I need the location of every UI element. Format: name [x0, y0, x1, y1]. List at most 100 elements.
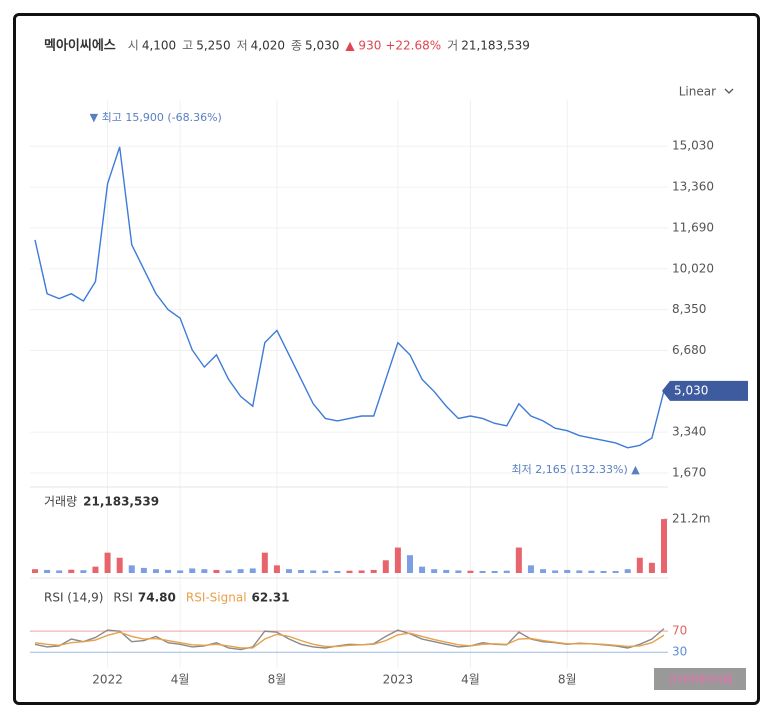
y-tick-label: 1,670 — [672, 466, 706, 480]
volume-bar — [636, 557, 643, 573]
volume-bar — [32, 569, 38, 573]
header-key: 시 — [128, 39, 139, 53]
volume-bar — [612, 570, 619, 573]
header-value: 21,183,539 — [461, 39, 530, 53]
volume-bar — [455, 570, 462, 573]
volume-bar — [261, 552, 268, 573]
header-key: 저 — [237, 39, 248, 53]
header-change-pct: +22.68% — [385, 39, 441, 53]
volume-bar — [225, 570, 232, 573]
last-price-tag — [662, 380, 748, 401]
legend-value: 74.80 — [138, 591, 176, 605]
volume-bar — [249, 568, 256, 573]
x-tick-label: 2022 — [92, 673, 123, 687]
min-annotation: 최저 2,165 (132.33%) ▲ — [511, 463, 640, 476]
y-tick-label: 3,340 — [672, 425, 706, 439]
volume-bar — [358, 570, 365, 573]
rsi-title: RSI (14,9) — [44, 591, 103, 605]
header-value: 4,020 — [251, 39, 285, 53]
header-key: 고 — [182, 39, 193, 53]
y-tick-label: 15,030 — [672, 139, 714, 153]
volume-bar — [467, 570, 474, 573]
volume-bar — [382, 560, 389, 573]
volume-bar — [564, 569, 571, 573]
volume-bar — [189, 568, 196, 573]
watermark-box — [654, 668, 746, 690]
volume-bar — [44, 569, 51, 573]
volume-bar — [624, 569, 631, 573]
y-tick-label: 70 — [672, 624, 687, 638]
volume-bar — [116, 557, 123, 573]
menu-arrow[interactable] — [724, 88, 734, 94]
x-tick-label: 4월 — [171, 673, 190, 687]
volume-bar — [515, 547, 522, 573]
volume-bar — [527, 565, 534, 573]
legend-value: 62.31 — [252, 591, 290, 605]
volume-bar — [298, 569, 305, 573]
volume-bar — [177, 570, 184, 573]
header-change: ▲ 930 — [345, 39, 381, 53]
volume-bar — [431, 569, 438, 573]
y-tick-label: 8,350 — [672, 302, 706, 316]
y-tick-label: 6,680 — [672, 343, 706, 357]
volume-bar — [104, 552, 111, 573]
watermark: 코리아데이터랩 — [668, 674, 732, 686]
volume-bar — [552, 570, 559, 573]
volume-bar — [56, 570, 63, 573]
y-tick-label: 11,690 — [672, 220, 714, 234]
header-value: 4,100 — [142, 39, 176, 53]
line — [34, 628, 665, 651]
volume-bar — [661, 519, 667, 573]
volume-bar — [201, 569, 208, 573]
volume-bar — [80, 570, 87, 573]
volume-bar — [648, 562, 655, 573]
volume-bar — [479, 570, 486, 573]
legend-name: RSI-Signal — [186, 591, 247, 605]
volume-bar — [213, 569, 220, 573]
volume-bar — [419, 566, 426, 573]
y-tick-label: 30 — [672, 645, 687, 659]
line — [34, 631, 665, 649]
header-key: 종 — [291, 39, 302, 53]
volume-bar — [286, 569, 293, 573]
volume-bar — [322, 570, 329, 573]
volume-bar — [576, 570, 583, 573]
volume-bar — [370, 569, 377, 573]
volume-bar — [540, 569, 547, 573]
legend-name: RSI — [113, 591, 133, 605]
frame — [13, 13, 760, 705]
volume-bar — [310, 570, 317, 573]
volume-bar — [68, 569, 75, 573]
scale-menu[interactable]: Linear — [679, 85, 716, 99]
y-tick-label: 10,020 — [672, 261, 714, 275]
volume-bar — [503, 570, 510, 573]
volume-bar — [237, 569, 244, 573]
volume-title-value: 21,183,539 — [83, 495, 159, 509]
volume-bar — [406, 555, 413, 573]
volume-bar — [92, 566, 99, 573]
volume-bar — [152, 569, 159, 573]
volume-bar — [128, 565, 135, 573]
max-annotation: ▼ 최고 15,900 (-68.36%) — [90, 111, 222, 124]
x-tick-label: 8월 — [558, 673, 577, 687]
x-tick-label: 2023 — [383, 673, 414, 687]
y-tick-label: 13,360 — [672, 180, 714, 194]
volume-bar — [394, 547, 401, 573]
line — [34, 146, 665, 449]
header-value: 5,250 — [196, 39, 230, 53]
volume-bar — [443, 569, 450, 573]
volume-bar — [588, 570, 595, 573]
header-key: 거 — [447, 39, 458, 53]
volume-bar — [165, 569, 172, 573]
volume-bar — [273, 565, 280, 573]
stock-name: 멕아이씨에스 — [44, 38, 116, 54]
x-tick-label: 8월 — [268, 673, 287, 687]
volume-bar — [334, 570, 341, 573]
last-price-label: 5,030 — [674, 383, 708, 397]
volume-bar — [600, 570, 607, 573]
x-tick-label: 4월 — [461, 673, 480, 687]
y-tick-label: 21.2m — [672, 512, 710, 526]
header-value: 5,030 — [305, 39, 339, 53]
